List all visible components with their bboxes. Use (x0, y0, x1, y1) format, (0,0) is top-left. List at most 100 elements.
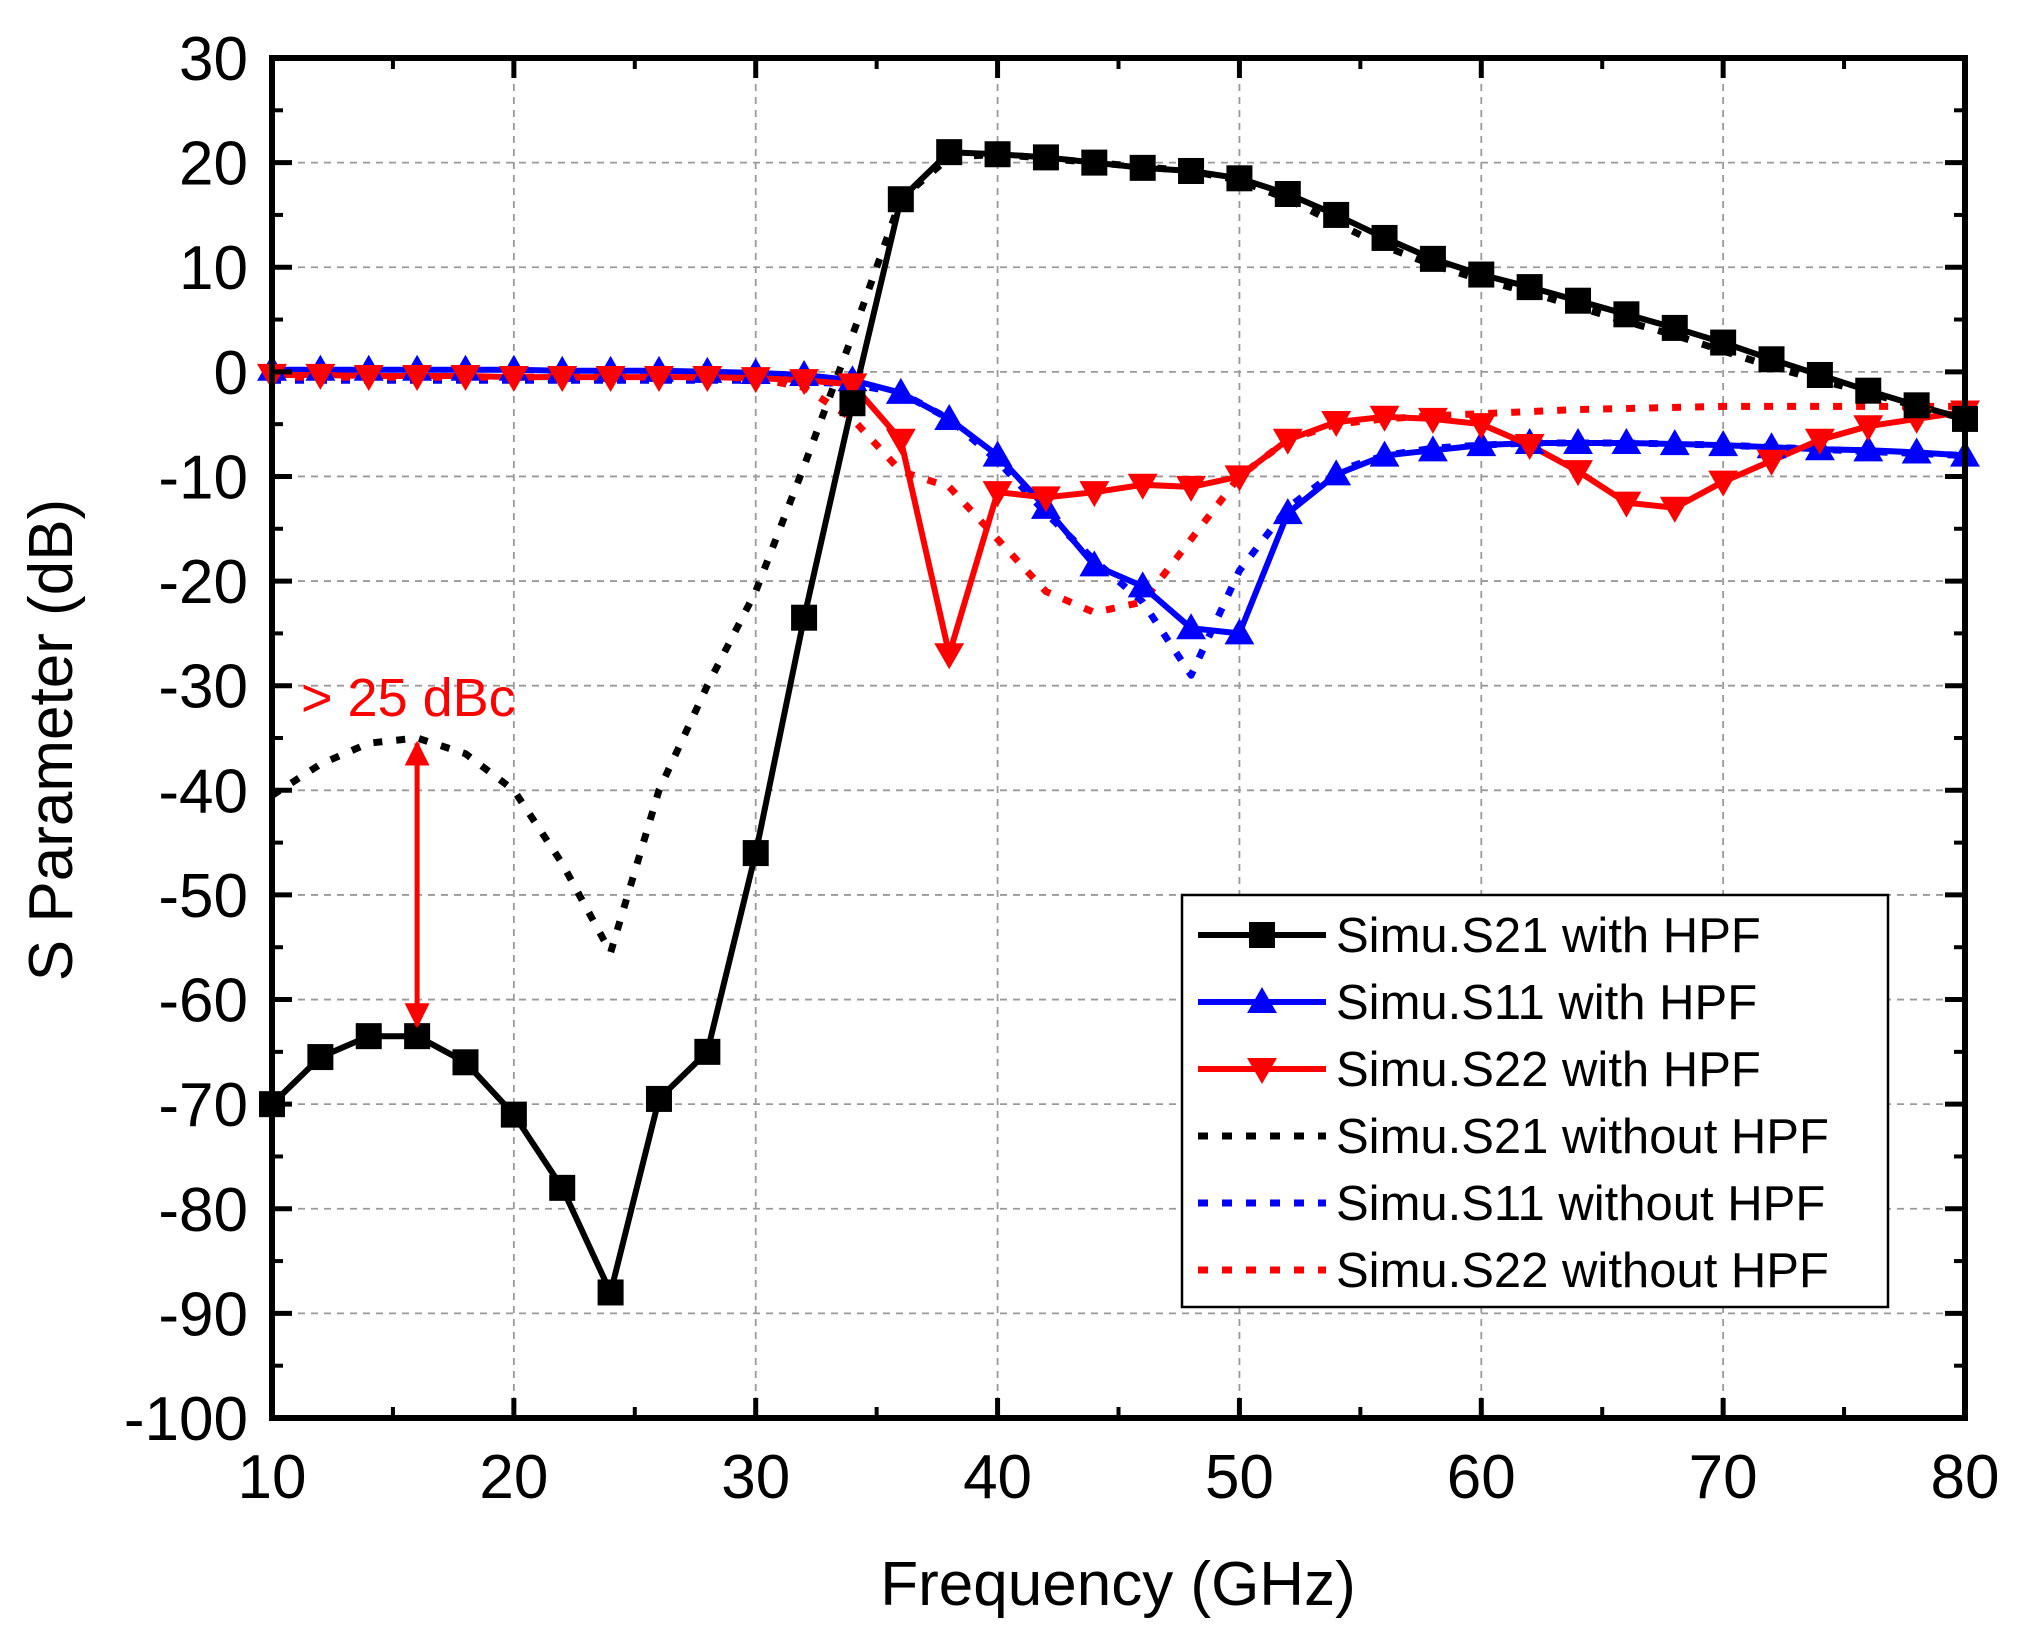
x-tick-label: 20 (479, 1443, 548, 1512)
y-axis-title: S Parameter (dB) (17, 499, 86, 981)
data-point-simu-s21-with-hpf (1274, 181, 1301, 207)
data-point-simu-s11-with-hpf (1901, 437, 1932, 464)
data-point-simu-s21-with-hpf (1903, 392, 1930, 419)
data-point-simu-s22-with-hpf (1224, 465, 1255, 492)
data-point-simu-s11-with-hpf (1272, 498, 1303, 525)
data-point-simu-s22-with-hpf (1369, 405, 1400, 432)
data-point-simu-s22-with-hpf (1176, 475, 1207, 502)
legend-box (1180, 893, 1890, 1309)
data-point-simu-s11-with-hpf (1417, 435, 1448, 462)
data-point-simu-s22-with-hpf (1417, 407, 1448, 434)
data-point-simu-s22-with-hpf (595, 366, 626, 393)
legend-label: Simu.S21 without HPF (1336, 1110, 1829, 1164)
x-tick-label: 10 (238, 1443, 307, 1512)
data-point-simu-s22-with-hpf (547, 366, 578, 393)
y-tick-label: 20 (179, 130, 248, 199)
axis-tick-labels: 10 20 30 40 50 60 70 80-100-90-80-70-60-50-40-3… (124, 25, 2000, 1512)
data-point-simu-s22-with-hpf (1272, 428, 1303, 455)
y-tick-label: -70 (158, 1071, 248, 1140)
y-tick-label: 10 (179, 234, 248, 303)
data-point-simu-s21-with-hpf (1129, 154, 1156, 181)
data-point-simu-s11-with-hpf (885, 377, 916, 404)
data-point-simu-s21-with-hpf (1468, 261, 1495, 288)
data-point-simu-s21-with-hpf (1855, 377, 1882, 404)
data-point-simu-s11-with-hpf (1224, 618, 1255, 645)
x-tick-label: 70 (1689, 1443, 1758, 1512)
x-tick-label: 40 (963, 1443, 1032, 1512)
data-point-simu-s22-with-hpf (1708, 470, 1739, 497)
data-point-simu-s21-with-hpf (984, 141, 1011, 168)
x-tick-label: 30 (721, 1443, 790, 1512)
annotation-label: > 25 dBc (301, 668, 516, 728)
x-tick-label: 50 (1205, 1443, 1274, 1512)
series-markers (257, 139, 1980, 1306)
data-point-simu-s11-with-hpf (1321, 459, 1352, 486)
data-point-simu-s21-with-hpf (1806, 361, 1833, 388)
x-axis-title: Frequency (GHz) (880, 1550, 1355, 1619)
legend-marker (1247, 987, 1277, 1014)
data-point-simu-s22-with-hpf (1321, 411, 1352, 438)
data-point-simu-s22-with-hpf (1030, 486, 1061, 513)
data-point-simu-s22-with-hpf (1514, 434, 1545, 461)
y-tick-label: -50 (158, 862, 248, 931)
data-point-simu-s22-with-hpf (353, 364, 384, 391)
data-point-simu-s11-with-hpf (1369, 440, 1400, 467)
legend-item-simu-s21-without-hpf: Simu.S21 without HPF (1198, 1110, 1829, 1164)
y-tick-label: -40 (158, 757, 248, 826)
y-tick-label: -100 (124, 1385, 248, 1454)
data-point-simu-s21-with-hpf (694, 1038, 721, 1065)
data-point-simu-s22-with-hpf (644, 366, 674, 393)
y-tick-label: -30 (158, 653, 248, 722)
data-point-simu-s21-with-hpf (452, 1049, 479, 1076)
data-point-simu-s21-with-hpf (307, 1044, 334, 1071)
dbc-annotation: > 25 dBc (301, 668, 516, 1029)
data-point-simu-s11-with-hpf (934, 403, 965, 430)
data-point-simu-s22-with-hpf (1804, 428, 1835, 455)
data-point-simu-s11-with-hpf (1853, 435, 1884, 462)
y-tick-label: 30 (179, 25, 248, 94)
data-point-simu-s22-with-hpf (1853, 415, 1884, 442)
data-point-simu-s11-with-hpf (1708, 430, 1739, 457)
data-point-simu-s21-with-hpf (1710, 329, 1737, 356)
axis-ticks (269, 55, 1968, 1421)
data-point-simu-s22-with-hpf (1563, 460, 1593, 487)
data-point-simu-s21-with-hpf (1613, 301, 1640, 328)
data-point-simu-s21-with-hpf (355, 1023, 382, 1050)
data-point-simu-s22-with-hpf (692, 366, 723, 393)
data-point-simu-s21-with-hpf (404, 1023, 431, 1050)
data-point-simu-s21-with-hpf (645, 1085, 672, 1112)
legend: Simu.S21 with HPF Simu.S11 with HPF Simu.S… (1180, 893, 1890, 1309)
data-point-simu-s21-with-hpf (597, 1279, 624, 1306)
legend-label: Simu.S22 without HPF (1336, 1244, 1829, 1298)
legend-marker (1249, 922, 1275, 948)
legend-item-simu-s22-with-hpf: Simu.S22 with HPF (1198, 1043, 1761, 1097)
data-point-simu-s21-with-hpf (1323, 201, 1350, 228)
data-point-simu-s21-with-hpf (1758, 346, 1785, 373)
legend-item-simu-s11-without-hpf: Simu.S11 without HPF (1198, 1177, 1825, 1231)
data-point-simu-s22-with-hpf (982, 481, 1013, 508)
legend-item-simu-s22-without-hpf: Simu.S22 without HPF (1198, 1244, 1829, 1298)
data-point-simu-s22-with-hpf (450, 364, 481, 391)
data-point-simu-s21-with-hpf (500, 1101, 527, 1128)
data-point-simu-s11-with-hpf (1176, 613, 1207, 640)
x-tick-label: 60 (1447, 1443, 1516, 1512)
data-point-simu-s21-with-hpf (1516, 274, 1543, 301)
data-point-simu-s22-with-hpf (934, 643, 965, 670)
data-point-simu-s21-with-hpf (1226, 165, 1253, 192)
data-point-simu-s22-with-hpf (1659, 496, 1690, 523)
legend-item-simu-s21-with-hpf: Simu.S21 with HPF (1198, 909, 1761, 963)
data-point-simu-s21-with-hpf (1565, 287, 1592, 314)
legend-item-simu-s11-with-hpf: Simu.S11 with HPF (1198, 976, 1757, 1030)
data-point-simu-s11-with-hpf (1563, 428, 1593, 455)
y-tick-label: -80 (158, 1176, 248, 1245)
data-point-simu-s21-with-hpf (549, 1174, 576, 1201)
data-point-simu-s22-with-hpf (498, 366, 529, 393)
data-point-simu-s21-with-hpf (936, 139, 963, 166)
data-point-simu-s21-with-hpf (839, 390, 866, 417)
data-point-simu-s11-with-hpf (1659, 429, 1690, 456)
data-point-simu-s22-with-hpf (1079, 481, 1110, 508)
data-point-simu-s11-with-hpf (982, 440, 1013, 467)
data-point-simu-s11-with-hpf (1079, 550, 1110, 577)
data-point-simu-s11-with-hpf (1127, 571, 1158, 598)
